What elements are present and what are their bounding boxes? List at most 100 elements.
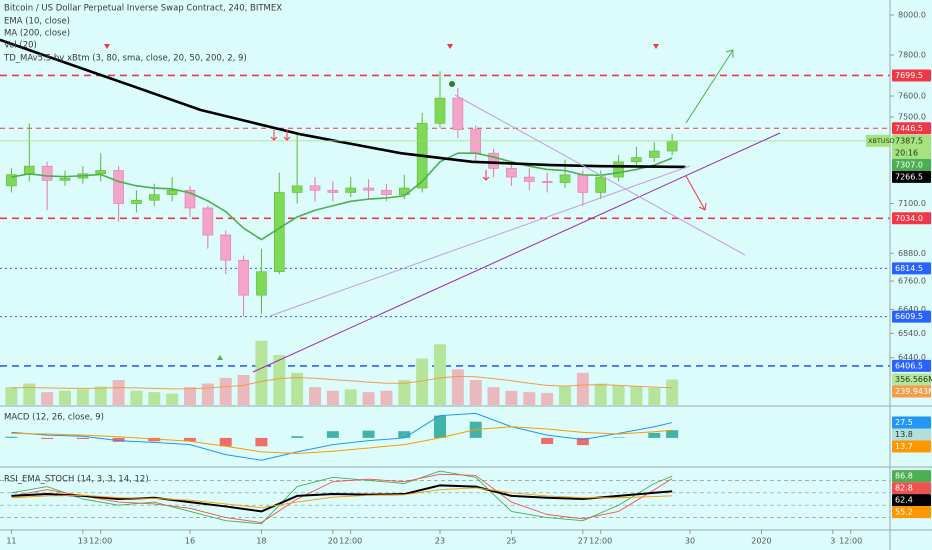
- price-tag: [892, 416, 931, 429]
- macd-histogram-bar: [219, 437, 232, 447]
- candle-body: [131, 199, 142, 204]
- volume-bar: [326, 390, 339, 405]
- volume-bar: [523, 392, 536, 405]
- y-tick-label: 6760.0: [898, 277, 926, 286]
- macd-histogram-bar: [576, 437, 589, 446]
- price-tag: [892, 494, 931, 507]
- price-tag-label: 13.7: [895, 442, 913, 451]
- macd-histogram-bar: [5, 436, 18, 438]
- x-tick-label: 2020: [751, 537, 771, 546]
- volume-ma-line: [11, 375, 673, 390]
- macd-line: [11, 412, 673, 461]
- y-tick-label: 7500.0: [898, 112, 926, 121]
- volume-bar: [630, 386, 643, 405]
- price-tag: [892, 359, 931, 372]
- macd-histogram-bar: [184, 437, 196, 442]
- volume-bar: [273, 355, 286, 405]
- price-tag-label: 6406.5: [895, 361, 923, 370]
- volume-bar: [201, 383, 214, 405]
- price-tag: [892, 146, 931, 159]
- candle-body: [666, 140, 678, 152]
- pane-title: MACD (12, 26, close, 9): [4, 413, 104, 423]
- candle-body: [559, 174, 571, 183]
- volume-bar: [416, 358, 429, 405]
- volume-bar: [594, 383, 607, 405]
- price-tag-label: 13.8: [895, 430, 913, 439]
- price-pane: [0, 38, 890, 405]
- candle-body: [470, 129, 482, 154]
- candle-body: [309, 185, 321, 191]
- y-tick-label: 7800.0: [898, 50, 926, 59]
- volume-bar: [666, 379, 679, 405]
- volume-bar: [648, 387, 661, 405]
- ma-line: [11, 152, 673, 241]
- price-tag: [892, 134, 931, 147]
- rsi-pane: [0, 470, 890, 525]
- volume-bar: [559, 386, 571, 405]
- x-tick-label: 18: [256, 537, 266, 546]
- volume-bar: [166, 393, 179, 405]
- candle-body: [95, 170, 107, 175]
- volume-bar: [5, 387, 18, 405]
- price-tag-label: 7699.5: [895, 71, 923, 80]
- price-tag-label: 82.8: [895, 484, 913, 493]
- price-tag-label: 86.8: [895, 472, 913, 481]
- candle-body: [577, 174, 589, 193]
- volume-bar: [94, 386, 107, 405]
- candle-body: [238, 259, 249, 296]
- price-tag: [892, 262, 931, 275]
- price-tag: [892, 470, 931, 483]
- candle-body: [648, 150, 660, 158]
- volume-bar: [184, 387, 196, 405]
- x-tick-label: 20: [328, 537, 338, 546]
- price-tag-label: 6814.5: [895, 264, 923, 273]
- candle-body: [41, 165, 53, 181]
- volume-bar: [612, 385, 625, 405]
- pane-title: RSI_EMA_STOCH (14, 3, 3, 14, 12): [4, 475, 149, 485]
- price-tag-label: 7307.0: [895, 160, 923, 169]
- candle-body: [220, 234, 232, 261]
- price-tag: [892, 428, 931, 441]
- candle-body: [452, 97, 464, 130]
- macd-histogram-bar: [612, 437, 625, 438]
- price-tag: [892, 158, 931, 171]
- volume-bar: [434, 344, 446, 405]
- macd-histogram-bar: [541, 437, 554, 445]
- macd-histogram-bar: [41, 437, 54, 440]
- macd-histogram-bar: [112, 437, 125, 442]
- x-tick-label: 27: [578, 537, 588, 546]
- volume-bar: [76, 389, 89, 405]
- volume-bar: [576, 372, 589, 405]
- candle-body: [381, 189, 392, 195]
- marker: [653, 44, 659, 49]
- marker: [104, 44, 110, 49]
- macd-histogram-bar: [362, 430, 375, 438]
- price-tag-label: 7446.5: [895, 124, 923, 133]
- legend-entry: Vol (20): [4, 41, 37, 51]
- candle-body: [273, 192, 285, 273]
- candle-body: [184, 189, 196, 209]
- x-tick-label: 30: [685, 537, 695, 546]
- legend-entry: EMA (10, close): [4, 17, 70, 27]
- volume-bar: [309, 387, 321, 405]
- volume-bar: [112, 380, 125, 405]
- candle-body: [23, 165, 35, 175]
- candle-body: [59, 177, 71, 181]
- volume-bar: [505, 390, 518, 405]
- y-tick-label: 6640.0: [898, 305, 926, 314]
- x-tick-label: 12:00: [89, 537, 112, 546]
- price-tag: [892, 373, 931, 386]
- y-tick-label: 6440.0: [898, 353, 926, 362]
- price-tag: [892, 122, 931, 135]
- x-tick-label: 3: [830, 537, 835, 546]
- macd-histogram-bar: [291, 436, 304, 438]
- volume-bar: [59, 390, 71, 405]
- price-tag: [892, 385, 931, 398]
- macd-line: [11, 426, 673, 455]
- candle-body: [434, 97, 446, 124]
- volume-bar: [362, 392, 375, 405]
- symbol-tag: [866, 134, 891, 147]
